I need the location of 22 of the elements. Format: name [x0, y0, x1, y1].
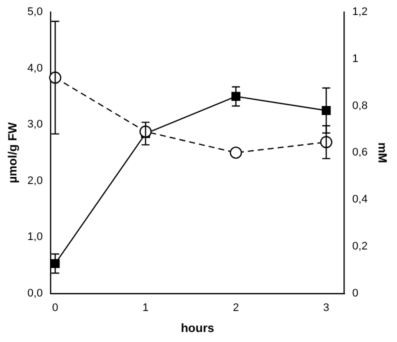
y2-tick-label: 1 [352, 52, 358, 65]
x-axis-title: hours [180, 321, 214, 336]
y2-tick-label: 0,6 [352, 146, 368, 159]
y-tick-label: 1,0 [27, 231, 43, 244]
y2-tick-label: 0 [352, 287, 358, 300]
x-tick-label: 1 [142, 302, 149, 314]
y-tick-label: 3,0 [27, 118, 43, 131]
y2-tick-label: 0,8 [352, 100, 368, 112]
y-axis-title: µmol/g FW [6, 122, 20, 184]
x-tick-label: 3 [323, 302, 330, 314]
x-tick-label: 2 [232, 302, 239, 314]
y-tick-label: 4,0 [27, 62, 43, 74]
point [231, 92, 240, 101]
y-tick-label: 0,0 [27, 287, 43, 300]
y2-tick-label: 0,2 [352, 240, 368, 253]
y2-tick-label: 1,2 [352, 6, 368, 18]
y-tick-label: 5,0 [27, 6, 43, 18]
y-tick-label: 2,0 [27, 174, 43, 187]
x-tick-label: 0 [52, 302, 58, 314]
y2-axis-title: mM [375, 142, 390, 164]
y2-tick-label: 0,4 [352, 194, 368, 206]
point [230, 146, 242, 159]
